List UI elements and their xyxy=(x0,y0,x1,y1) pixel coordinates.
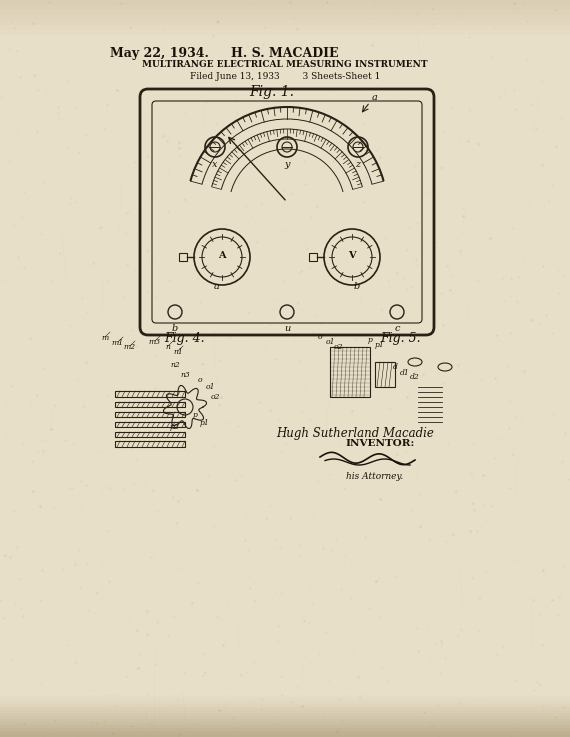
Bar xyxy=(115,422,185,427)
Bar xyxy=(0,707,570,737)
Text: A: A xyxy=(218,251,226,259)
Text: n: n xyxy=(165,343,170,351)
Bar xyxy=(0,728,570,737)
Text: H. S. MACADIE: H. S. MACADIE xyxy=(231,47,339,60)
Bar xyxy=(0,0,570,10)
Text: p2: p2 xyxy=(170,423,180,431)
Text: May 22, 1934.: May 22, 1934. xyxy=(110,47,209,60)
Bar xyxy=(0,713,570,737)
Text: n2: n2 xyxy=(170,361,180,369)
Bar xyxy=(0,698,570,737)
Text: o: o xyxy=(317,333,322,341)
Text: b: b xyxy=(172,324,178,333)
Text: y: y xyxy=(284,160,290,169)
Text: o2: o2 xyxy=(210,393,220,401)
Bar xyxy=(0,0,570,35)
Text: Fig. 5.: Fig. 5. xyxy=(380,332,420,345)
Bar xyxy=(375,362,395,387)
Text: o2: o2 xyxy=(333,343,343,351)
Bar xyxy=(0,0,570,15)
Text: d: d xyxy=(393,363,397,371)
Text: Filed June 13, 1933        3 Sheets-Sheet 1: Filed June 13, 1933 3 Sheets-Sheet 1 xyxy=(190,72,380,81)
Text: V: V xyxy=(348,251,356,259)
Bar xyxy=(115,432,185,437)
Bar xyxy=(115,402,185,407)
Bar xyxy=(0,701,570,737)
Text: z: z xyxy=(356,160,361,169)
Bar xyxy=(0,731,570,737)
Text: n3: n3 xyxy=(180,371,190,379)
Text: o: o xyxy=(198,376,202,384)
Text: his Attorney.: his Attorney. xyxy=(347,472,404,481)
Text: p: p xyxy=(368,336,372,344)
Text: d1: d1 xyxy=(400,369,410,377)
Text: Hugh Sutherland Macadie: Hugh Sutherland Macadie xyxy=(276,427,434,440)
Bar xyxy=(0,0,570,20)
Bar xyxy=(0,719,570,737)
Text: o1: o1 xyxy=(205,383,215,391)
Text: a: a xyxy=(214,282,220,291)
Text: b: b xyxy=(354,282,360,291)
Bar xyxy=(0,710,570,737)
Text: a: a xyxy=(372,93,378,102)
Bar xyxy=(0,734,570,737)
Bar xyxy=(0,725,570,737)
Bar xyxy=(115,412,185,417)
Text: MULTIRANGE ELECTRICAL MEASURING INSTRUMENT: MULTIRANGE ELECTRICAL MEASURING INSTRUME… xyxy=(142,60,428,69)
Text: x: x xyxy=(212,160,218,169)
Text: o1: o1 xyxy=(325,338,335,346)
Text: c: c xyxy=(394,324,400,333)
Text: d2: d2 xyxy=(410,373,420,381)
Bar xyxy=(0,0,570,30)
Text: p1: p1 xyxy=(200,419,210,427)
Text: INVENTOR:: INVENTOR: xyxy=(345,439,415,448)
Bar xyxy=(0,0,570,25)
Text: Fig. 1.: Fig. 1. xyxy=(250,85,295,99)
Text: u: u xyxy=(284,324,290,333)
Bar xyxy=(0,722,570,737)
Bar xyxy=(0,704,570,737)
Text: p: p xyxy=(193,411,197,419)
Text: m3: m3 xyxy=(149,338,161,346)
Text: m1: m1 xyxy=(112,339,124,347)
Bar xyxy=(0,716,570,737)
Text: m: m xyxy=(101,334,109,342)
Bar xyxy=(115,441,185,447)
Bar xyxy=(0,0,570,5)
Text: m2: m2 xyxy=(124,343,136,351)
Text: p1: p1 xyxy=(375,341,385,349)
Text: n1: n1 xyxy=(173,348,183,356)
Bar xyxy=(0,695,570,737)
Bar xyxy=(115,391,185,397)
Bar xyxy=(330,347,370,397)
Text: Fig. 4.: Fig. 4. xyxy=(165,332,205,345)
